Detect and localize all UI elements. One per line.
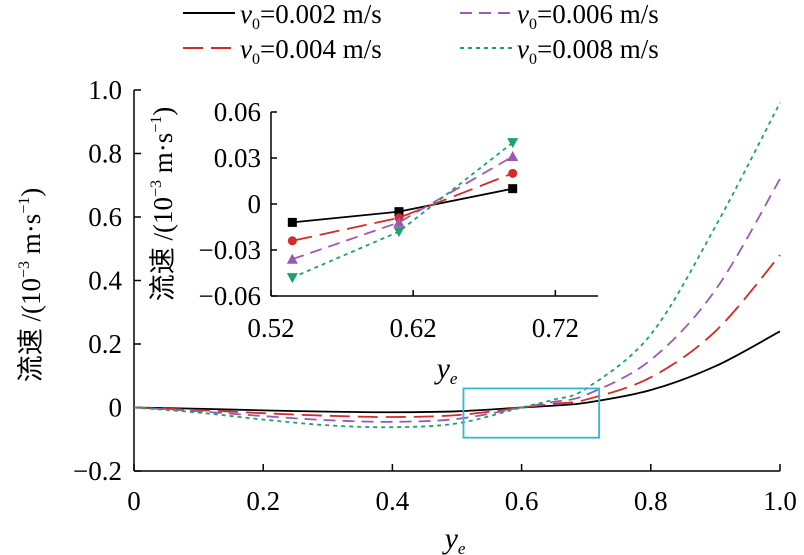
legend-symbol: v (240, 34, 252, 64)
legend-subscript: 0 (252, 51, 260, 68)
inset-marker-2 (287, 236, 297, 246)
legend-value: =0.002 m/s (260, 0, 382, 29)
legend-value: =0.006 m/s (537, 0, 659, 29)
legend-symbol: v (517, 34, 529, 64)
inset-marker-1 (287, 217, 297, 227)
main-x-tick-label: 0.8 (634, 486, 668, 516)
inset-marker-4 (393, 227, 405, 238)
main-y-axis-label-mid: m·s (16, 214, 46, 261)
inset-marker-4 (507, 138, 519, 149)
inset-x-tick-label: 0.72 (532, 313, 579, 343)
legend-label-3: v0=0.004 m/s (240, 34, 382, 68)
inset-y-tick-label: 0.06 (214, 97, 261, 127)
main-y-tick-label: 0.4 (88, 266, 122, 296)
main-series-line-2 (133, 254, 781, 418)
main-series-line-4 (133, 102, 781, 429)
legend-subscript: 0 (529, 51, 537, 68)
main-y-tick-label: 1.0 (88, 75, 122, 105)
inset-y-axis-label-exp: −3 (148, 180, 165, 197)
legend-label-1: v0=0.002 m/s (240, 0, 382, 33)
main-y-axis-label-prefix: 流速 /(10 (16, 278, 46, 382)
inset-y-tick-label: 0 (248, 189, 262, 219)
inset-marker-1 (508, 184, 518, 194)
main-series-line-3 (133, 178, 781, 423)
inset-marker-1 (394, 207, 404, 217)
legend-label-4: v0=0.008 m/s (517, 34, 659, 68)
inset-x-tick-label: 0.52 (247, 313, 294, 343)
inset-marker-2 (508, 168, 518, 178)
inset-y-axis-label-suffix: ) (148, 107, 178, 116)
main-x-axis-label: ye (442, 522, 466, 555)
legend-label-2: v0=0.006 m/s (517, 0, 659, 33)
inset-y-axis-label-prefix: 流速 /(10 (148, 197, 178, 301)
inset-x-axis-label-sub: e (450, 369, 458, 388)
main-x-tick-label: 0.6 (505, 486, 539, 516)
inset-y-tick-label: −0.03 (199, 235, 261, 265)
legend-value: =0.008 m/s (537, 34, 659, 64)
main-y-axis-label: 流速 /(10−3 m·s−1) (16, 188, 46, 383)
inset-marker-4 (286, 273, 298, 284)
inset-y-axis-label-exp2: −1 (148, 116, 165, 133)
legend-subscript: 0 (529, 16, 537, 33)
inset-y-axis-label-mid: m·s (148, 133, 178, 180)
main-x-axis-label-sub: e (458, 539, 466, 555)
zoom-box (462, 387, 601, 439)
main-series-line-1 (133, 330, 781, 414)
inset-series-line-2 (292, 172, 514, 242)
main-y-tick-label: 0.6 (88, 202, 122, 232)
legend-value: =0.004 m/s (260, 34, 382, 64)
legend-symbol: v (240, 0, 252, 29)
main-y-tick-label: 0 (109, 393, 123, 423)
main-y-tick-label: 0.8 (88, 139, 122, 169)
inset-marker-3 (393, 216, 405, 227)
legend-symbol: v (517, 0, 529, 29)
inset-series-line-3 (292, 155, 514, 261)
inset-y-tick-label: 0.03 (214, 143, 261, 173)
inset-marker-3 (507, 150, 519, 161)
main-y-axis-label-suffix: ) (16, 188, 46, 197)
inset-x-axis-label: ye (434, 352, 458, 388)
inset-y-axis-label: 流速 /(10−3 m·s−1) (148, 107, 178, 302)
inset-x-tick-label: 0.62 (390, 313, 437, 343)
main-x-tick-label: 0.2 (246, 486, 280, 516)
inset-y-tick-label: −0.06 (199, 281, 261, 311)
main-y-axis-label-exp2: −1 (16, 197, 33, 214)
main-x-tick-label: 0.4 (376, 486, 410, 516)
main-y-axis-label-exp: −3 (16, 261, 33, 278)
main-y-tick-label: 0.2 (88, 329, 122, 359)
main-x-tick-label: 1.0 (763, 486, 797, 516)
inset-marker-3 (286, 253, 298, 264)
legend-subscript: 0 (252, 16, 260, 33)
inset-chart: 0.52 0.62 0.72 −0.06 −0.03 0 0.03 0.06 ye 流速 /(10… (148, 97, 598, 388)
main-y-tick-label: −0.2 (73, 456, 122, 486)
main-x-tick-label: 0 (127, 486, 141, 516)
